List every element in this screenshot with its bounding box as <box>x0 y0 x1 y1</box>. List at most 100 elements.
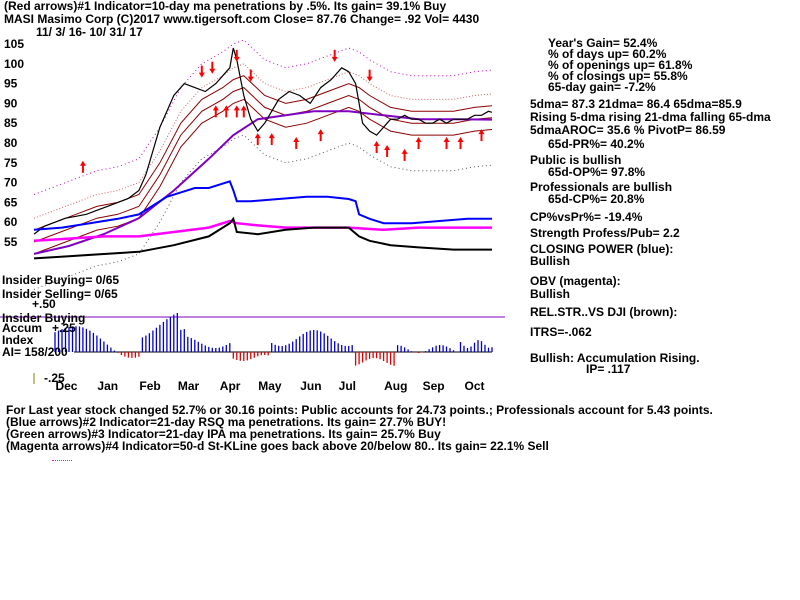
stat-closings-up: % of closings up= 55.8% <box>548 69 688 83</box>
arrow-head <box>268 133 275 139</box>
plus-50-label: +.50 <box>32 297 56 311</box>
relstr-line <box>33 216 492 260</box>
buy-arrow-icon <box>268 133 275 146</box>
y-tick-label: 90 <box>4 96 18 110</box>
accum-label: Accum <box>2 321 43 335</box>
header-ticker-line: MASI Masimo Corp (C)2017 www.tigersoft.c… <box>4 12 480 26</box>
arrow-head <box>317 129 324 135</box>
stat-obv-status: Bullish <box>530 287 571 301</box>
stat-accum: Bullish: Accumulation Rising. <box>530 351 700 365</box>
x-tick-label: Mar <box>178 379 200 393</box>
plus-25-label: +.25 <box>52 321 76 335</box>
minus-25-label: -.25 <box>44 371 65 385</box>
accumulation-bars <box>54 313 493 366</box>
obv-line <box>33 219 492 243</box>
ma21-line <box>33 87 493 243</box>
y-tick-label: 85 <box>4 116 18 130</box>
buy-arrow-icon <box>443 137 450 150</box>
closing-power-line <box>33 180 492 231</box>
arrow-head <box>457 137 464 143</box>
arrow-head <box>209 68 216 74</box>
x-tick-label: Jan <box>97 379 118 393</box>
stat-openings-up: % of openings up= 61.8% <box>548 58 693 72</box>
upper-band-line <box>33 39 493 195</box>
x-tick-label: Apr <box>220 379 241 393</box>
y-tick-label: 60 <box>4 215 18 229</box>
stat-days-up: % of days up= 60.2% <box>548 47 667 61</box>
buy-arrow-icon <box>373 141 380 153</box>
buy-arrow-icon <box>478 129 485 142</box>
x-tick-label: May <box>258 379 282 393</box>
y-axis-ticks: 105 100 95 90 85 80 75 70 65 60 55 <box>4 37 24 249</box>
signal-arrows <box>79 49 485 173</box>
arrow-head <box>331 56 338 62</box>
stat-pr: 65d-PR%= 40.2% <box>548 137 645 151</box>
stat-op: 65d-OP%= 97.8% <box>548 165 646 179</box>
sell-arrow-icon <box>209 61 216 74</box>
buy-arrow-icon <box>212 105 219 118</box>
sell-arrow-icon <box>247 69 254 82</box>
buy-arrow-icon <box>293 137 300 150</box>
arrow-head <box>223 105 230 111</box>
arrow-head <box>212 105 219 111</box>
footer-line-1: For Last year stock changed 52.7% or 30.… <box>6 403 713 417</box>
x-tick-label: Jul <box>339 379 356 393</box>
stat-years-gain: Year's Gain= 52.4% <box>548 36 658 50</box>
y-tick-label: 105 <box>4 37 24 51</box>
footer-line-4: (Magenta arrows)#4 Indicator=50-d St-KLi… <box>6 439 549 453</box>
ai-label: AI= 158/200 <box>2 345 68 359</box>
x-tick-label: Feb <box>139 379 160 393</box>
arrow-head <box>240 105 247 111</box>
stat-strength: Strength Profess/Pub= 2.2 <box>530 226 680 240</box>
y-tick-label: 70 <box>4 176 18 190</box>
stat-65day-gain: 65-day gain= -7.2% <box>548 80 656 94</box>
stat-obv: OBV (magenta): <box>530 274 621 288</box>
arrow-head <box>233 105 240 111</box>
y-tick-label: 55 <box>4 235 18 249</box>
y-tick-label: 75 <box>4 156 18 170</box>
index-label: Index <box>2 333 34 347</box>
stat-ip: IP= .117 <box>586 362 631 376</box>
buy-arrow-icon <box>233 105 240 118</box>
arrow-head <box>366 76 373 82</box>
sell-arrow-icon <box>331 49 338 62</box>
stat-ma-trend: Rising 5-dma rising 21-dma falling 65-dm… <box>530 110 771 124</box>
x-tick-label: Dec <box>55 379 77 393</box>
y-tick-label: 100 <box>4 57 24 71</box>
buy-arrow-icon <box>415 137 422 150</box>
stat-professionals: Professionals are bullish <box>530 180 673 194</box>
arrow-head <box>254 133 261 139</box>
buy-arrow-icon <box>457 137 464 150</box>
arrow-head <box>198 72 205 78</box>
ma65-line <box>33 110 493 255</box>
arrow-head <box>233 56 240 62</box>
buy-arrow-icon <box>223 105 230 118</box>
buy-arrow-icon <box>254 133 261 146</box>
arrow-head <box>293 137 300 143</box>
header-indicator-1: (Red arrows)#1 Indicator=10-day ma penet… <box>4 0 447 13</box>
sell-arrow-icon <box>198 65 205 78</box>
x-tick-label: Oct <box>465 379 485 393</box>
arrow-head <box>79 160 86 166</box>
x-tick-label: Jun <box>300 379 321 393</box>
stat-relstr: REL.STR..VS DJI (brown): <box>530 305 678 319</box>
y-tick-label: 65 <box>4 195 18 209</box>
buy-arrow-icon <box>317 129 324 142</box>
arrow-head <box>415 137 422 143</box>
chart-lines <box>0 47 505 384</box>
insider-buying-label-2: Insider Buying <box>2 311 86 325</box>
insider-selling-label: Insider Selling= 0/65 <box>2 287 118 301</box>
footer-line-3: (Green arrows)#3 Indicator=21-day IPA ma… <box>6 427 441 441</box>
buy-arrow-icon <box>384 144 391 157</box>
stat-closing-power: CLOSING POWER (blue): <box>530 242 674 256</box>
y-tick-label: 80 <box>4 136 18 150</box>
sell-arrow-icon <box>366 69 373 82</box>
arrow-head <box>401 148 408 154</box>
buy-arrow-icon <box>79 160 86 173</box>
stat-ma-values: 5dma= 87.3 21dma= 86.4 65dma=85.9 <box>530 97 742 111</box>
x-tick-label: Sep <box>423 379 445 393</box>
stat-cpvspr: CP%vsPr%= -19.4% <box>530 210 643 224</box>
volatility-bands <box>33 39 493 290</box>
stat-itrs: ITRS=-.062 <box>530 325 592 339</box>
